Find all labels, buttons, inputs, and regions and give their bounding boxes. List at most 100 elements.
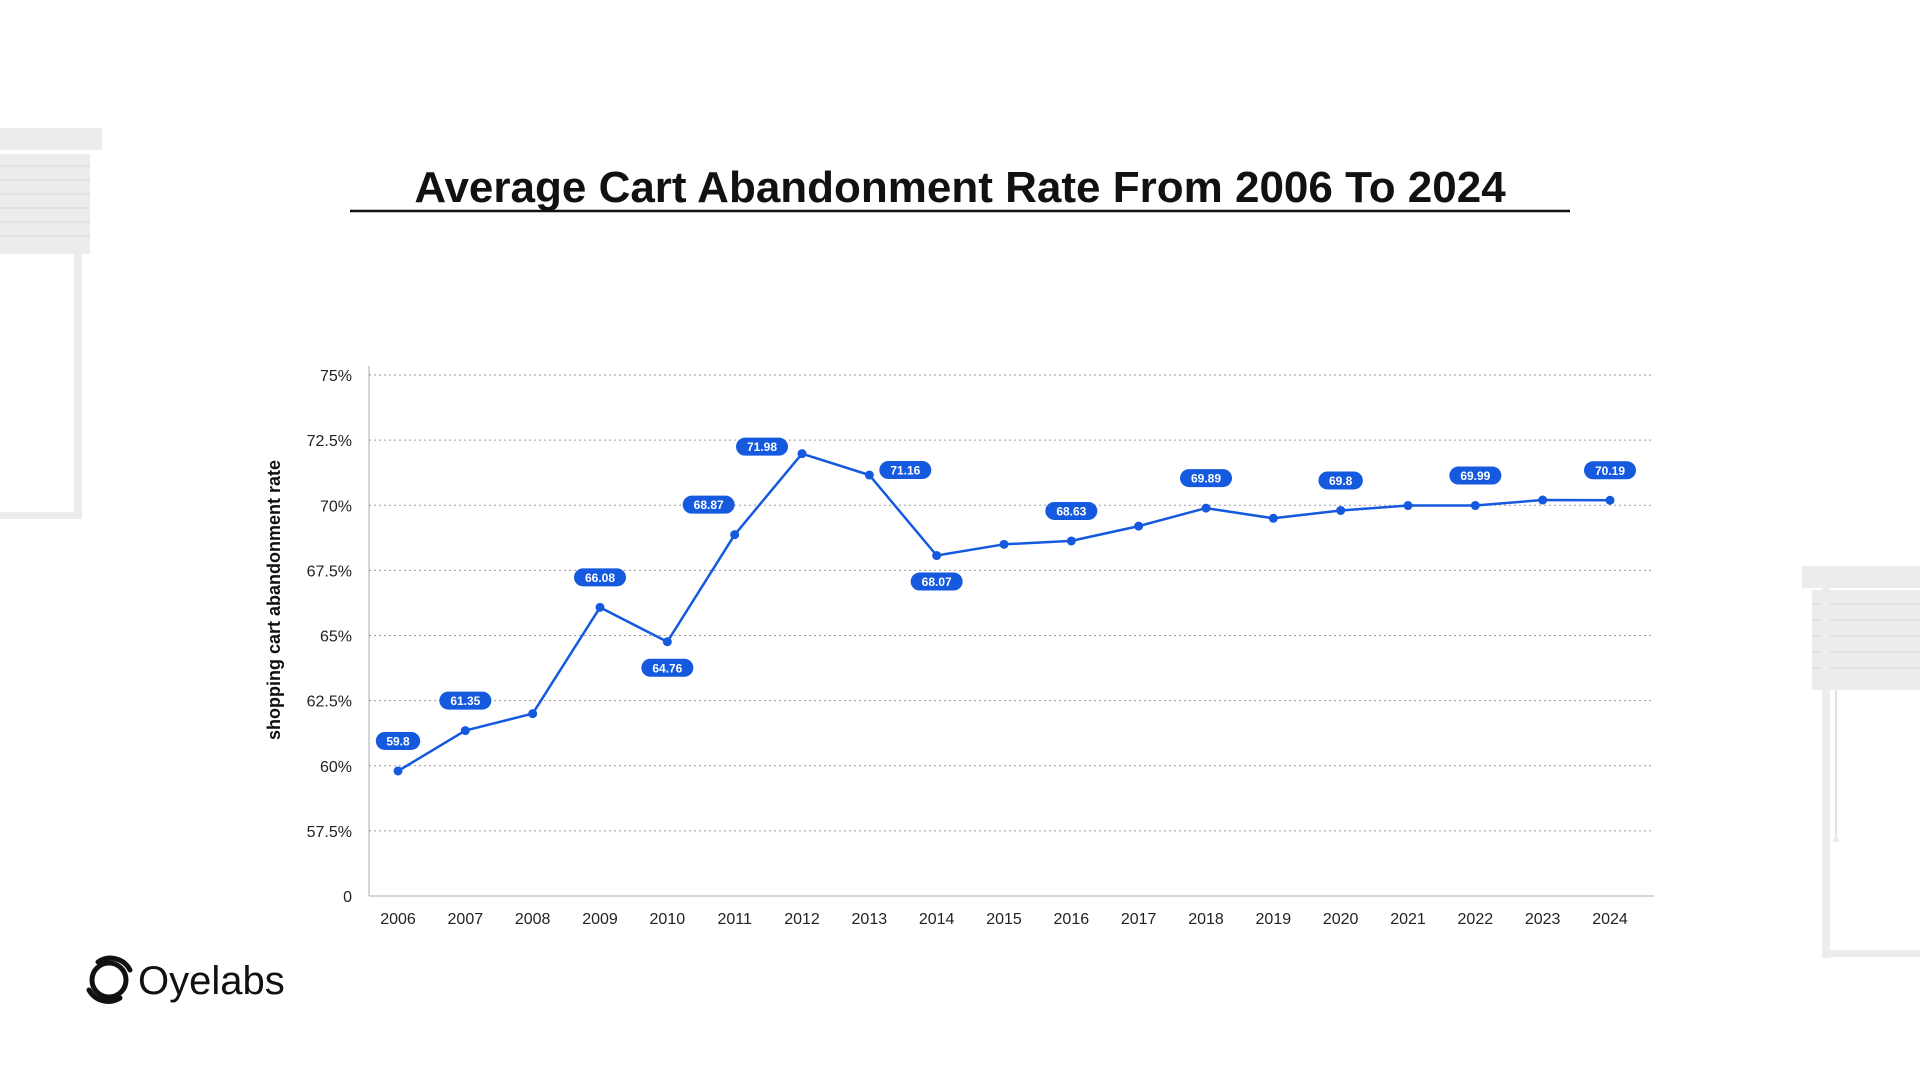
x-tick-label: 2015 xyxy=(986,911,1022,928)
data-label-text: 64.76 xyxy=(652,661,682,675)
x-tick-label: 2009 xyxy=(582,911,618,928)
x-tick-label: 2011 xyxy=(717,911,752,928)
x-tick-label: 2023 xyxy=(1525,911,1561,928)
data-label: 71.16 xyxy=(879,461,932,480)
x-tick-label: 2017 xyxy=(1121,911,1157,928)
y-tick-label: 72.5% xyxy=(307,433,352,450)
data-label-text: 69.89 xyxy=(1191,472,1221,486)
y-axis-title: shopping cart abandonment rate xyxy=(264,460,284,740)
data-label-text: 61.35 xyxy=(450,694,480,708)
y-tick-label: 65% xyxy=(320,629,352,646)
series-line xyxy=(397,452,1611,773)
data-label: 68.87 xyxy=(682,495,735,514)
data-point xyxy=(1066,536,1076,546)
x-tick-label: 2014 xyxy=(919,911,955,928)
data-point xyxy=(1201,503,1211,513)
data-label-text: 71.98 xyxy=(747,440,777,454)
data-label: 70.19 xyxy=(1584,461,1636,480)
chart-title: Average Cart Abandonment Rate From 2006 … xyxy=(414,163,1506,212)
x-tick-label: 2013 xyxy=(852,911,888,928)
data-point xyxy=(730,530,740,540)
data-point xyxy=(1134,521,1144,531)
x-tick-label: 2024 xyxy=(1592,911,1628,928)
data-label: 59.8 xyxy=(375,731,421,750)
x-tick-label: 2008 xyxy=(515,911,551,928)
window-frame xyxy=(1822,588,1830,958)
decor-blinds-left xyxy=(0,128,102,519)
data-label-text: 68.63 xyxy=(1056,504,1086,518)
window-frame xyxy=(74,254,82,518)
data-point xyxy=(1470,501,1480,511)
data-point xyxy=(932,551,942,561)
x-tick-label: 2018 xyxy=(1188,911,1224,928)
data-label-pill xyxy=(641,658,694,677)
x-tick-labels: 2006 2007 2008 2009 2010 2011 2012 2013 2014 2015… xyxy=(380,911,1628,928)
y-tick-labels: 0 57.5% 60% 62.5% 65% 67.5% 70% 72.5% 75% xyxy=(307,368,352,906)
data-label-pill xyxy=(1584,461,1636,480)
y-tick-label: 70% xyxy=(320,498,352,515)
data-point xyxy=(460,726,470,736)
window-sill xyxy=(1822,950,1920,957)
data-label: 66.08 xyxy=(574,568,626,587)
data-point xyxy=(595,602,605,612)
y-tick-label: 67.5% xyxy=(307,563,352,580)
data-label: 69.99 xyxy=(1449,466,1502,485)
data-label-pill xyxy=(1180,469,1232,488)
x-tick-label: 2016 xyxy=(1054,911,1090,928)
data-label-text: 69.8 xyxy=(1329,474,1353,488)
data-point xyxy=(999,539,1009,549)
data-label-pill xyxy=(1045,501,1098,520)
data-label: 64.76 xyxy=(641,658,694,677)
data-point xyxy=(1403,501,1413,511)
data-label-pill xyxy=(736,437,788,456)
data-label-text: 59.8 xyxy=(386,734,410,748)
y-tick-label: 75% xyxy=(320,368,352,385)
x-tick-label: 2012 xyxy=(784,911,820,928)
data-label-pill xyxy=(375,731,421,750)
data-point xyxy=(1538,495,1548,505)
data-point xyxy=(1336,505,1346,515)
x-tick-label: 2022 xyxy=(1458,911,1494,928)
data-label-pill xyxy=(574,568,626,587)
x-tick-label: 2021 xyxy=(1390,911,1426,928)
data-label-text: 71.16 xyxy=(890,464,920,478)
blind-rail xyxy=(0,128,102,150)
data-label: 69.8 xyxy=(1318,471,1363,490)
x-tick-label: 2006 xyxy=(380,911,416,928)
gridlines xyxy=(369,374,1654,832)
x-tick-label: 2010 xyxy=(650,911,686,928)
data-label-pill xyxy=(1449,466,1502,485)
data-label-text: 68.07 xyxy=(922,575,952,589)
x-tick-label: 2007 xyxy=(448,911,484,928)
x-tick-label: 2019 xyxy=(1256,911,1292,928)
blind-rail xyxy=(1802,566,1920,588)
data-label-pill xyxy=(682,495,735,514)
data-point xyxy=(662,637,672,647)
series-shopping-cart-abandonment-rate xyxy=(393,449,1615,776)
cord-pull xyxy=(1833,832,1839,842)
data-label-text: 68.87 xyxy=(694,498,724,512)
data-label: 68.07 xyxy=(910,572,963,591)
data-label: 68.63 xyxy=(1045,501,1098,520)
data-label-text: 69.99 xyxy=(1460,469,1490,483)
y-tick-label: 0 xyxy=(343,889,352,906)
oyelabs-ring-icon xyxy=(86,955,133,1004)
y-tick-label: 62.5% xyxy=(307,694,352,711)
data-point xyxy=(797,449,807,459)
decor-blinds-right xyxy=(1802,566,1920,958)
data-point xyxy=(1268,513,1278,523)
data-point xyxy=(393,766,403,776)
data-label: 71.98 xyxy=(736,437,788,456)
x-tick-label: 2020 xyxy=(1323,911,1359,928)
data-label-text: 70.19 xyxy=(1595,464,1625,478)
data-point xyxy=(1605,495,1615,505)
data-point xyxy=(528,709,538,719)
data-label-pill xyxy=(439,691,492,710)
y-tick-label: 60% xyxy=(320,759,352,776)
data-label: 61.35 xyxy=(439,691,492,710)
blind-slats xyxy=(0,154,90,254)
brand-name: Oyelabs xyxy=(138,959,285,1003)
y-tick-label: 57.5% xyxy=(307,824,352,841)
data-label-pill xyxy=(1318,471,1363,490)
